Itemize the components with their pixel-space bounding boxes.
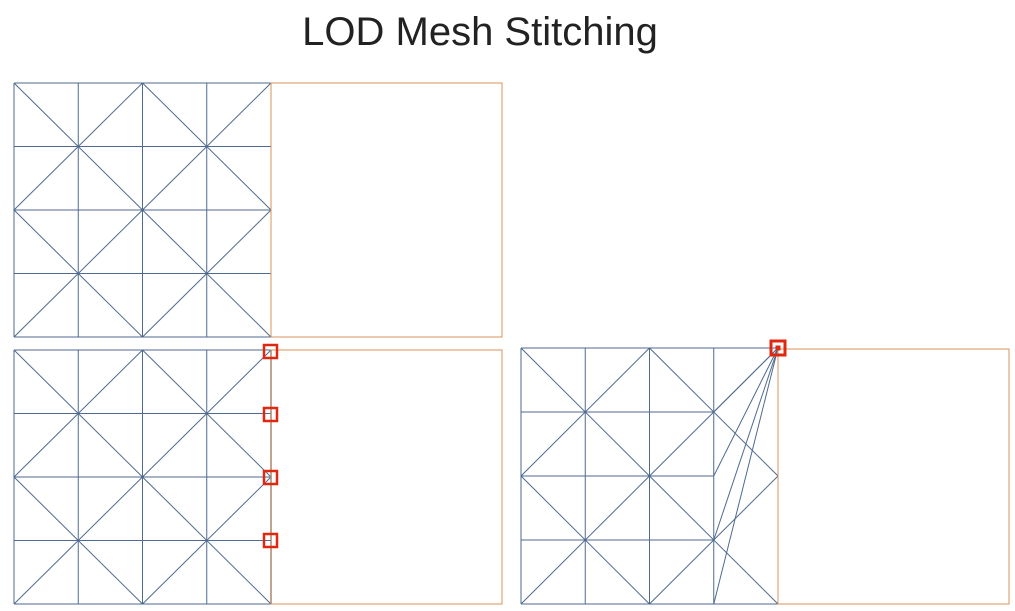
mesh-edge xyxy=(13,349,143,478)
corner-vertex-marker xyxy=(769,339,787,357)
slide-title: LOD Mesh Stitching xyxy=(302,10,658,54)
stitch-fan-edge xyxy=(713,347,779,605)
neighbor-patch-outline xyxy=(777,348,1010,605)
mesh-edge xyxy=(13,209,143,338)
stitch-vertex-marker xyxy=(262,406,279,423)
stitch-vertex-marker xyxy=(262,343,279,360)
neighbor-patch-outline xyxy=(270,82,503,338)
mesh-edge xyxy=(520,475,650,605)
stitch-fan-edge xyxy=(713,347,779,413)
right-patch xyxy=(520,339,1010,605)
middle-patch xyxy=(13,343,503,605)
corner-vertex-dot xyxy=(775,345,781,351)
neighbor-patch-outline xyxy=(270,349,503,605)
stitch-vertex-marker xyxy=(262,469,279,486)
stitch-fan-edge xyxy=(713,347,779,477)
top-patch xyxy=(13,82,503,338)
stitch-fan-edge xyxy=(713,347,779,541)
mesh-edge xyxy=(13,476,143,605)
stitch-vertex-marker xyxy=(262,532,279,549)
mesh-edge xyxy=(13,82,143,211)
mesh-edge xyxy=(520,347,650,477)
